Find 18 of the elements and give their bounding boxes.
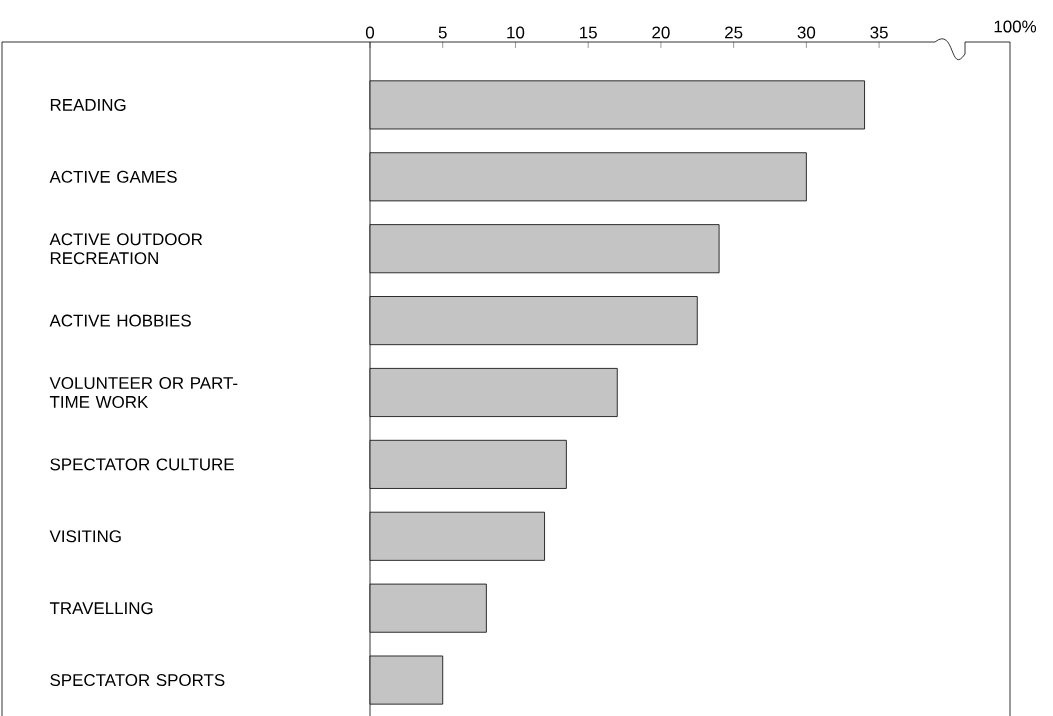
x-tick-label: 35	[870, 26, 888, 39]
y-tick-label: READING	[50, 98, 126, 111]
x-tick-label: 5	[438, 26, 447, 39]
y-tick-label: VISITING	[49, 530, 121, 543]
x-tick-label: 0	[365, 26, 375, 39]
y-tick-label: SPECTATOR CULTURE	[50, 458, 234, 471]
x-tick-label: 15	[580, 26, 597, 39]
y-tick-label: VOLUNTEER OR PART-TIME WORK	[49, 377, 238, 408]
x-tick-label: 20	[652, 26, 670, 39]
y-tick-label: SPECTATOR SPORTS	[50, 674, 225, 687]
y-tick-label: ACTIVE GAMES	[49, 170, 177, 183]
text: 100%	[994, 20, 1037, 33]
y-tick-label: ACTIVE OUTDOOR RECREATION	[49, 233, 203, 265]
x-tick-label: 25	[725, 26, 743, 39]
x-tick-label: 10	[507, 26, 525, 39]
x-tick-label: 30	[797, 26, 816, 39]
y-tick-label: ACTIVE HOBBIES	[49, 314, 191, 327]
y-tick-label: TRAVELLING	[49, 602, 153, 615]
